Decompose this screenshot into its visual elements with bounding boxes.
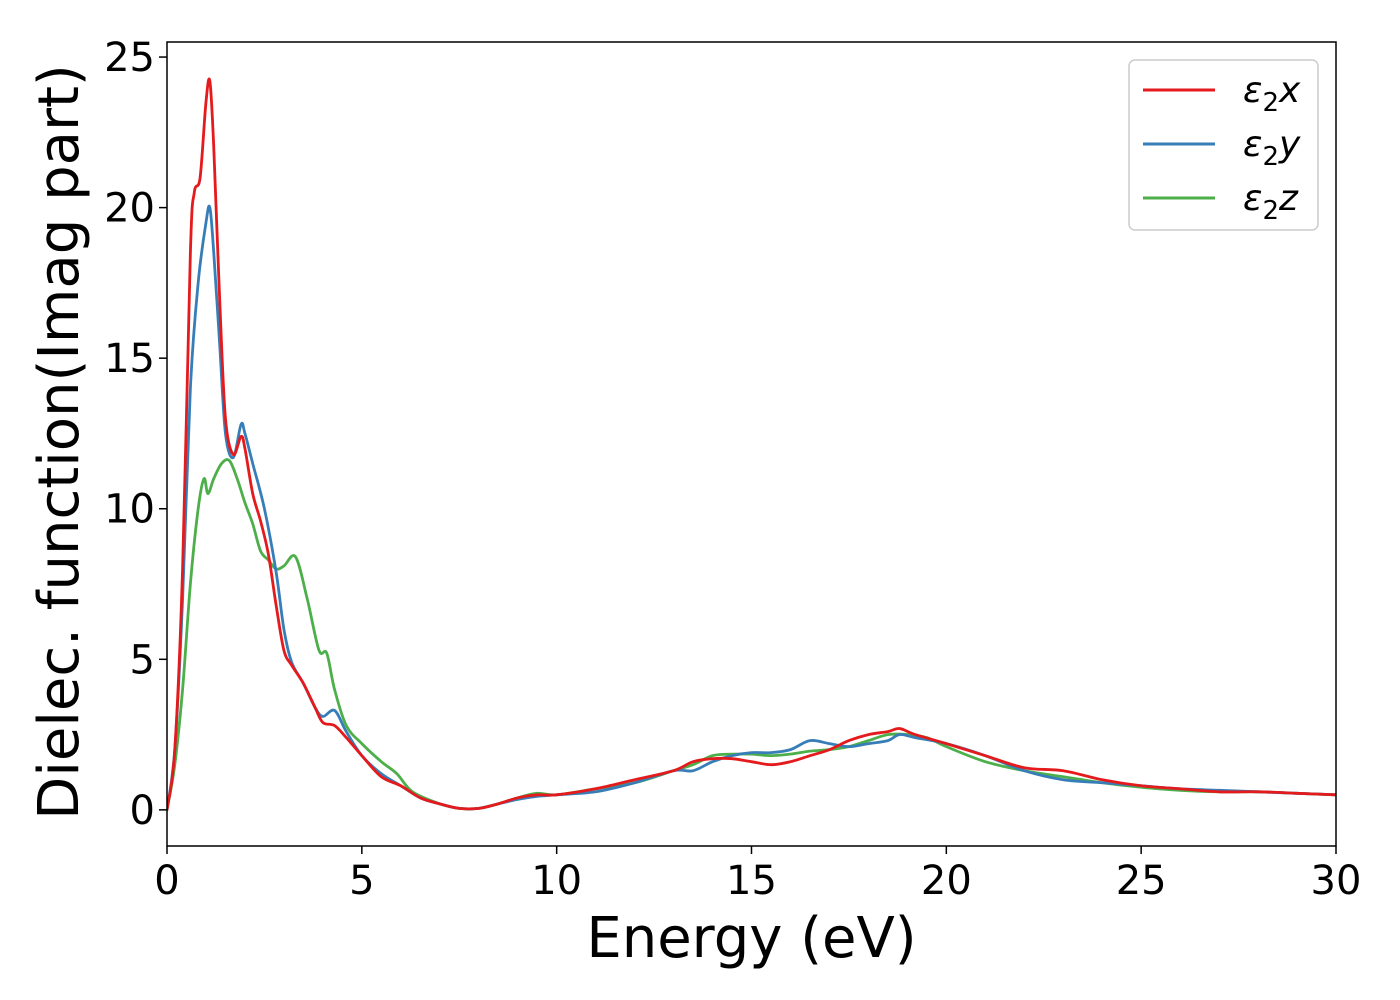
legend-component: x [1278,70,1301,111]
x-tick-label: 20 [921,858,972,904]
legend-label-y: ε2y [1243,124,1301,172]
legend-component: z [1278,178,1299,219]
legend-epsilon: ε [1243,124,1262,165]
x-tick-label: 30 [1311,858,1362,904]
legend-component: y [1278,124,1301,165]
y-tick-label: 5 [130,637,155,683]
x-tick-label: 0 [154,858,179,904]
legend-subscript: 2 [1262,88,1279,118]
plot-area [167,77,1336,812]
y-tick-label: 20 [104,186,155,232]
legend-epsilon: ε [1243,178,1262,219]
legend-subscript: 2 [1262,142,1279,172]
legend-epsilon: ε [1243,70,1262,111]
y-tick-label: 15 [104,336,155,382]
y-axis: 0 5 10 15 20 25 [104,35,167,834]
y-tick-label: 10 [104,487,155,533]
x-axis: 0 5 10 15 20 25 30 [154,846,1361,904]
y-tick-label: 0 [130,788,155,834]
x-tick-label: 10 [531,858,582,904]
x-tick-label: 25 [1116,858,1167,904]
x-axis-title: Energy (eV) [586,906,916,971]
series-line-x [167,77,1336,812]
legend-label-x: ε2x [1243,70,1301,118]
x-tick-label: 5 [349,858,374,904]
legend-box [1128,59,1319,231]
y-tick-label: 25 [104,35,155,81]
series-line-z [167,458,1336,812]
legend-label-z: ε2z [1243,178,1299,226]
legend-subscript: 2 [1262,196,1279,226]
y-axis-title: Dielec. function(Imag part) [27,64,92,820]
x-tick-label: 15 [726,858,777,904]
